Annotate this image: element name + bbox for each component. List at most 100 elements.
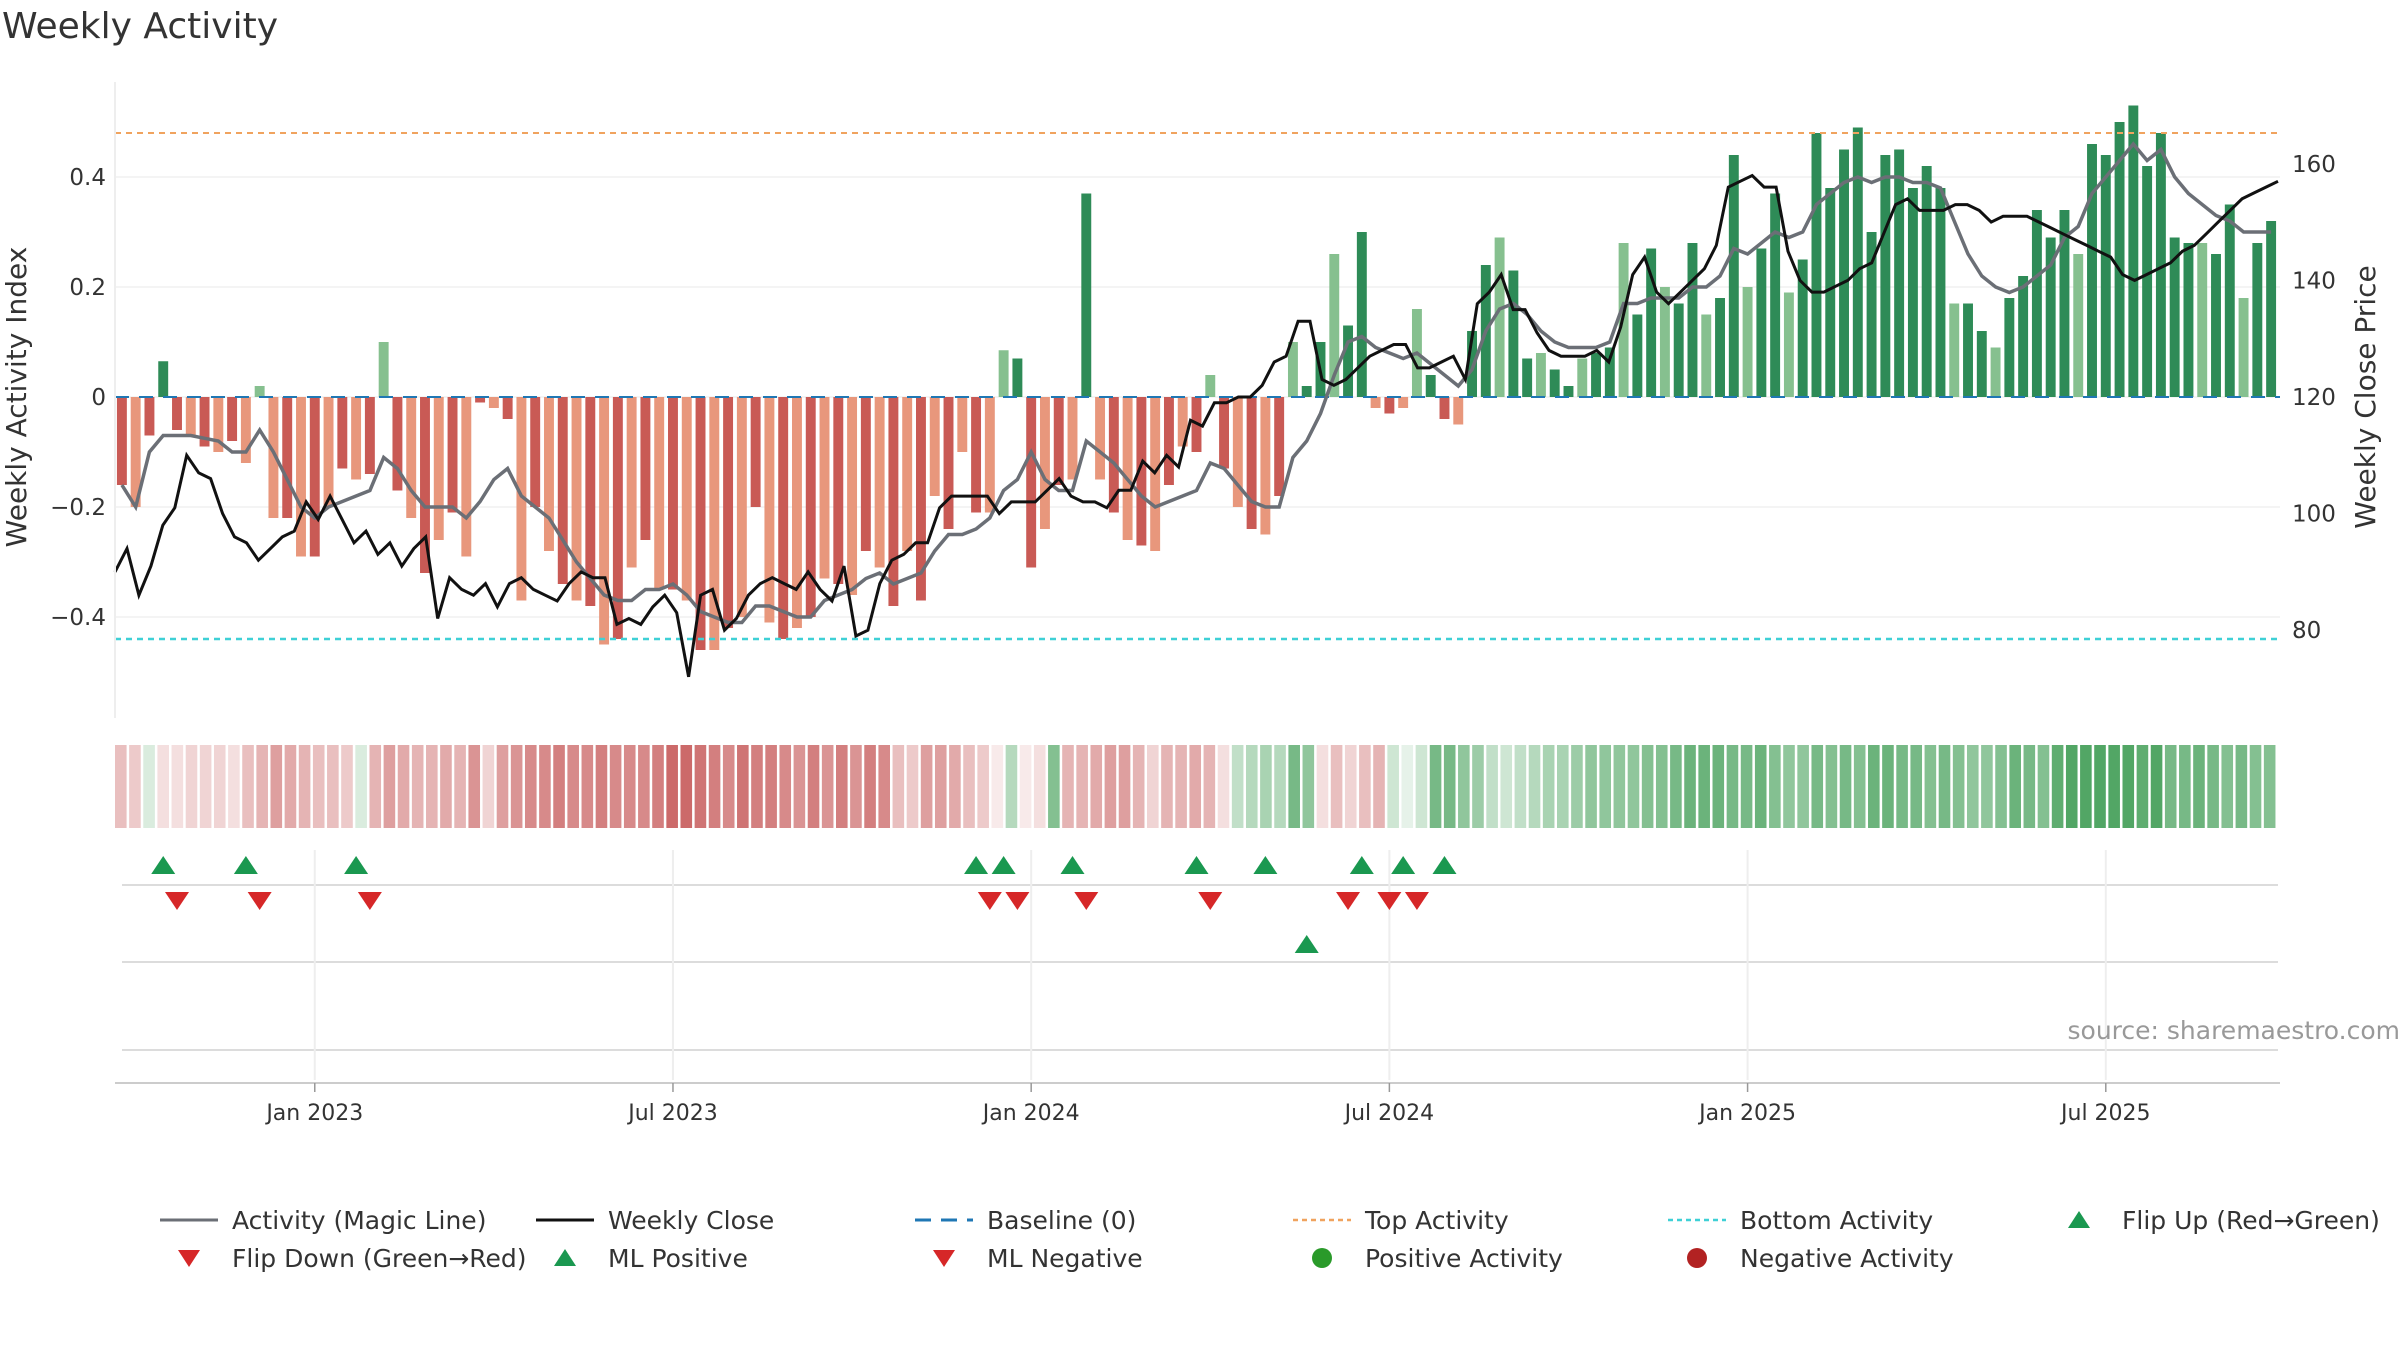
strip-cell bbox=[1514, 745, 1527, 828]
strip-cell bbox=[2221, 745, 2234, 828]
y-tick-label: 0.2 bbox=[69, 275, 106, 301]
strip-cell bbox=[1443, 745, 1456, 828]
activity-bar bbox=[888, 397, 899, 606]
strip-cell bbox=[199, 745, 212, 828]
activity-bar bbox=[1646, 248, 1657, 397]
strip-cell bbox=[1203, 745, 1216, 828]
activity-bar bbox=[860, 397, 871, 551]
activity-bar bbox=[585, 397, 596, 606]
strip-cell bbox=[1698, 745, 1710, 828]
activity-bar bbox=[681, 397, 692, 601]
activity-bar bbox=[337, 397, 348, 469]
strip-cell bbox=[920, 745, 933, 828]
strip-cell bbox=[1839, 745, 1852, 828]
legend-label: Top Activity bbox=[1365, 1205, 1509, 1235]
strip-cell bbox=[765, 745, 777, 828]
activity-bar bbox=[1398, 397, 1409, 408]
strip-cell bbox=[1033, 745, 1046, 828]
flip-up-marker bbox=[991, 856, 1016, 874]
activity-heat-strip bbox=[115, 745, 2276, 828]
activity-bar bbox=[1095, 397, 1106, 480]
signal-markers bbox=[122, 850, 2278, 1080]
strip-cell bbox=[284, 745, 297, 828]
activity-bar bbox=[1839, 149, 1849, 397]
strip-cell bbox=[977, 745, 989, 828]
strip-cell bbox=[2094, 745, 2106, 828]
weekly-close-line bbox=[113, 173, 2279, 678]
strip-cell bbox=[1966, 745, 1979, 828]
legend-swatch-top bbox=[1293, 1205, 1351, 1235]
strip-cell bbox=[1048, 745, 1060, 828]
flip-up-marker bbox=[1060, 856, 1085, 874]
activity-bar bbox=[1232, 397, 1243, 507]
strip-cell bbox=[1359, 745, 1371, 828]
activity-bar bbox=[736, 397, 747, 617]
flip-up-marker bbox=[1184, 856, 1209, 874]
activity-bar bbox=[2252, 243, 2263, 397]
activity-bar bbox=[1632, 314, 1643, 397]
flip-up-marker bbox=[1432, 856, 1457, 874]
strip-cell bbox=[2249, 745, 2262, 828]
strip-cell bbox=[1655, 745, 1668, 828]
strip-cell bbox=[510, 745, 523, 828]
strip-cell bbox=[581, 745, 594, 828]
activity-bar bbox=[1549, 369, 1560, 397]
legend-item-negdot: Negative Activity bbox=[1668, 1243, 1954, 1273]
strip-cell bbox=[1938, 745, 1951, 828]
flip-down-marker bbox=[1377, 892, 1402, 910]
x-tick-label: Jan 2025 bbox=[1697, 1101, 1796, 1126]
strip-cell bbox=[652, 745, 664, 828]
activity-bar bbox=[2059, 210, 2070, 397]
activity-bar bbox=[1122, 397, 1133, 540]
activity-bar bbox=[433, 397, 444, 540]
strip-cell bbox=[1486, 745, 1498, 828]
activity-bar bbox=[805, 397, 816, 617]
activity-bar bbox=[1797, 259, 1808, 397]
strip-cell bbox=[1415, 745, 1428, 828]
activity-bar bbox=[1921, 166, 1932, 397]
activity-bar bbox=[323, 397, 334, 507]
strip-cell bbox=[878, 745, 891, 828]
strip-cell bbox=[1868, 745, 1880, 828]
strip-cell bbox=[1769, 745, 1781, 828]
legend-label: Negative Activity bbox=[1740, 1243, 1954, 1273]
strip-cell bbox=[1670, 745, 1682, 828]
activity-bar bbox=[750, 397, 761, 507]
activity-bar bbox=[1659, 287, 1670, 397]
y2-tick-label: 100 bbox=[2292, 502, 2336, 528]
strip-cell bbox=[2108, 745, 2120, 828]
activity-bar bbox=[461, 397, 472, 557]
activity-bar bbox=[571, 397, 582, 601]
strip-cell bbox=[850, 745, 862, 828]
strip-cell bbox=[1387, 745, 1399, 828]
activity-bar bbox=[1356, 232, 1367, 397]
strip-cell bbox=[694, 745, 707, 828]
activity-bar bbox=[1012, 358, 1023, 397]
strip-cell bbox=[383, 745, 396, 828]
activity-bar bbox=[668, 397, 678, 590]
strip-cell bbox=[1995, 745, 2007, 828]
activity-bar bbox=[695, 397, 706, 650]
x-axis: Jan 2023 Jul 2023 Jan 2024 Jul 2024 Jan 2025… bbox=[114, 82, 2280, 1126]
source-label: source: sharemaestro.com bbox=[2067, 1016, 2400, 1045]
activity-bar bbox=[1591, 353, 1601, 397]
strip-cell bbox=[1217, 745, 1230, 828]
x-tick-label: Jul 2024 bbox=[1343, 1101, 1435, 1126]
activity-bar bbox=[902, 397, 913, 551]
activity-bar bbox=[227, 397, 238, 441]
strip-cell bbox=[1076, 745, 1088, 828]
strip-cell bbox=[1161, 745, 1173, 828]
strip-cell bbox=[949, 745, 961, 828]
flip-down-marker bbox=[357, 892, 382, 910]
activity-bar bbox=[2238, 298, 2249, 397]
flip-down-marker bbox=[164, 892, 189, 910]
strip-cell bbox=[1924, 745, 1937, 828]
strip-cell bbox=[524, 745, 537, 828]
legend-swatch-bottom bbox=[1668, 1205, 1726, 1235]
activity-bar bbox=[1522, 358, 1533, 397]
strip-cell bbox=[680, 745, 693, 828]
strip-cell bbox=[468, 745, 481, 828]
strip-cell bbox=[1853, 745, 1866, 828]
strip-cell bbox=[411, 745, 424, 828]
legend-item-bottom: Bottom Activity bbox=[1668, 1205, 1933, 1235]
